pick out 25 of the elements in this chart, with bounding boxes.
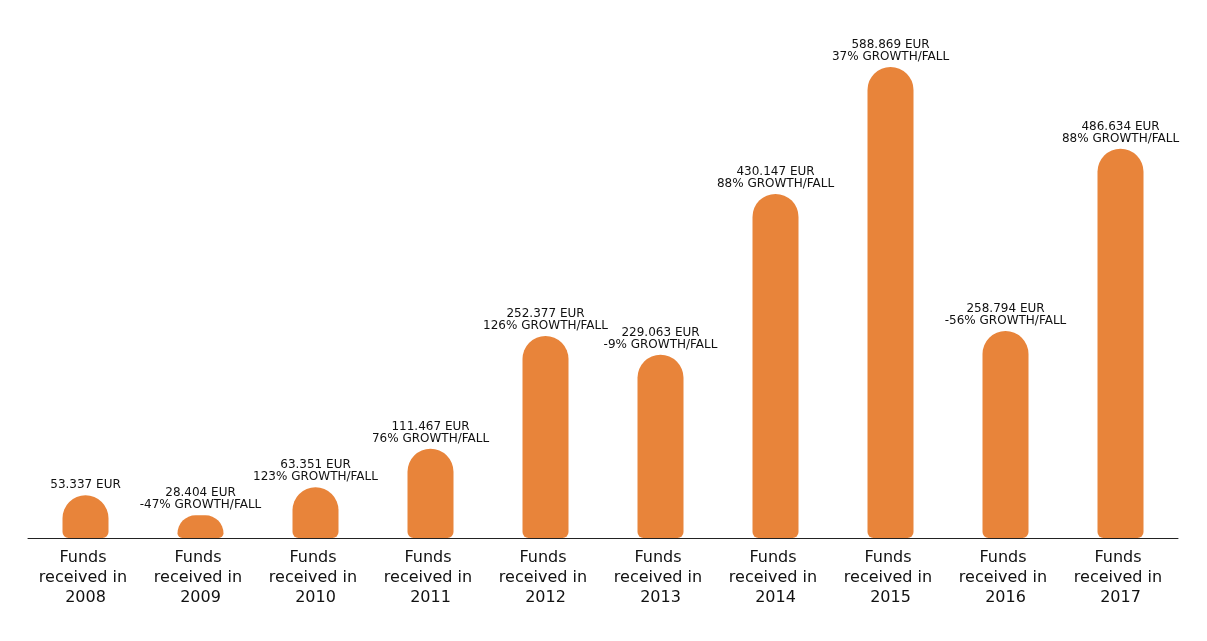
x-tick-label: Funds received in 2013 (613, 546, 708, 606)
bar (752, 193, 799, 538)
x-tick-label: Funds received in 2017 (1073, 546, 1168, 606)
x-tick-label: Funds received in 2016 (958, 546, 1053, 606)
bar (982, 330, 1029, 538)
x-tick-label: Funds received in 2011 (383, 546, 478, 606)
data-label: 486.634 EUR 88% GROWTH/FALL (1061, 118, 1180, 145)
data-label: 111.467 EUR 76% GROWTH/FALL (371, 418, 490, 445)
x-tick-label: Funds received in 2015 (843, 546, 938, 606)
x-tick-label: Funds received in 2008 (38, 546, 133, 606)
data-label: 258.794 EUR -56% GROWTH/FALL (944, 300, 1067, 327)
data-label: 53.337 EUR (50, 477, 121, 492)
bar (867, 66, 914, 538)
bar (637, 354, 684, 538)
bar (407, 448, 454, 538)
bar (522, 336, 569, 538)
data-label: 63.351 EUR 123% GROWTH/FALL (253, 457, 379, 484)
x-tick-label: Funds received in 2014 (728, 546, 823, 606)
data-label: 28.404 EUR -47% GROWTH/FALL (139, 485, 262, 512)
data-label: 430.147 EUR 88% GROWTH/FALL (716, 163, 835, 190)
x-tick-label: Funds received in 2010 (268, 546, 363, 606)
x-tick-label: Funds received in 2009 (153, 546, 248, 606)
data-label: 588.869 EUR 37% GROWTH/FALL (831, 36, 950, 63)
bar (1097, 148, 1144, 538)
x-tick-label: Funds received in 2012 (498, 546, 593, 606)
